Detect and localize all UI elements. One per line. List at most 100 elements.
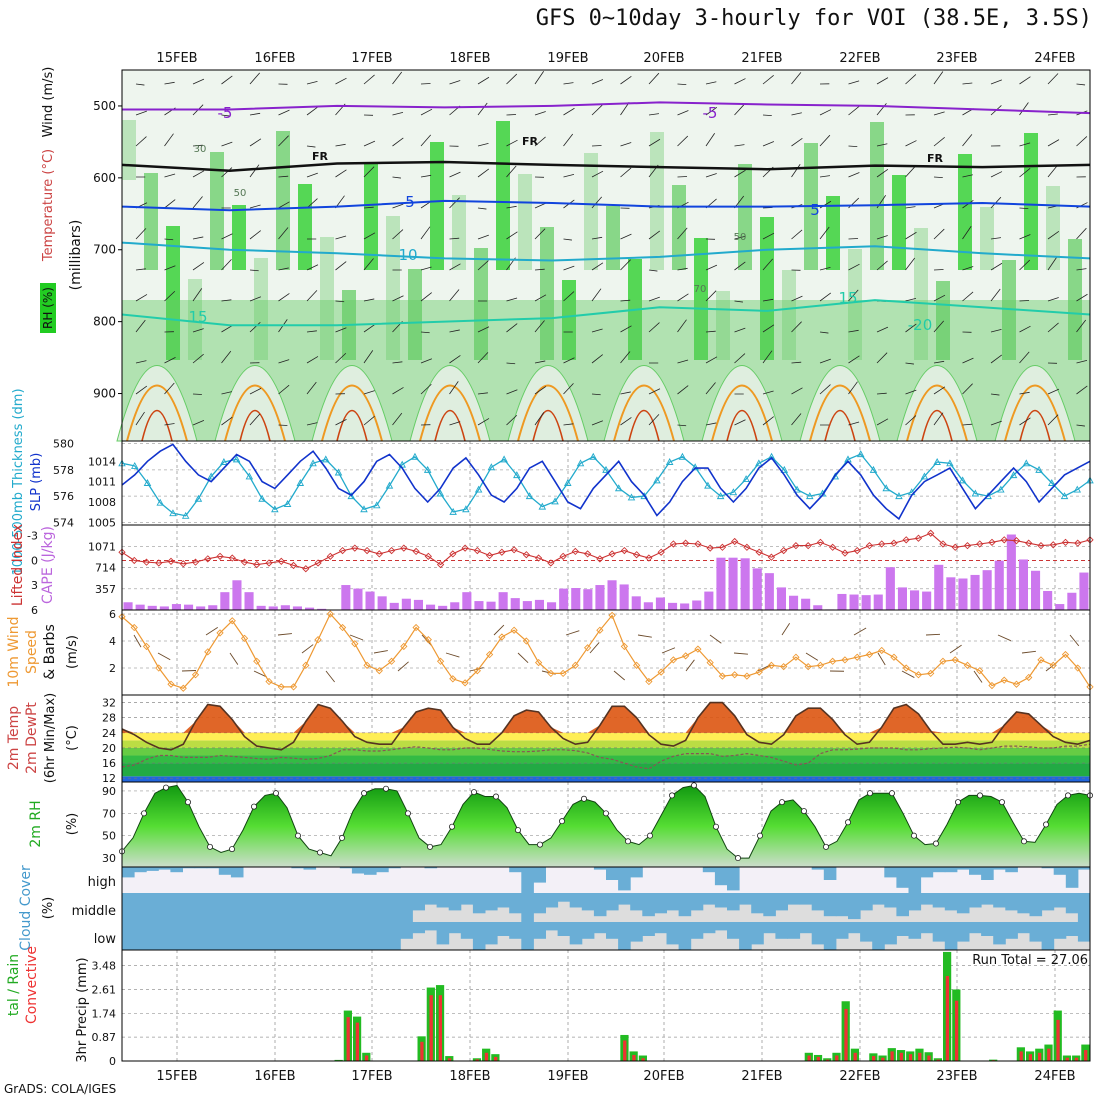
x-label-top: 24FEB <box>1034 51 1075 66</box>
axis-label-temp-c: (6hr Min/Max) <box>43 693 58 783</box>
cloud-cover-middle <box>303 893 317 922</box>
wind-barb <box>990 420 1002 426</box>
wind-barb <box>534 320 545 333</box>
rh-shade <box>672 185 686 270</box>
wind-barb <box>705 330 716 333</box>
cape-bar <box>958 578 968 610</box>
cloud-cover-low <box>243 922 256 950</box>
boundary-layer-plume <box>214 365 296 442</box>
rh-shade <box>210 152 224 270</box>
wind-barb <box>589 642 600 654</box>
cape-bar <box>256 605 266 610</box>
isotherm-30 <box>726 409 758 442</box>
li-marker <box>767 553 776 561</box>
cape-bar <box>595 585 605 610</box>
wind-barb <box>477 352 489 364</box>
wind-barb <box>420 383 432 395</box>
cloud-cover-low <box>799 922 813 934</box>
temp-tick-label: 28 <box>102 712 116 725</box>
wind-barb <box>620 351 631 364</box>
cloud-cover-high <box>956 867 970 870</box>
wind-marker <box>682 652 690 660</box>
precip-convective-bar <box>438 995 443 1061</box>
page-title: GFS 0~10day 3-hourly for VOI (38.5E, 3.5… <box>535 6 1092 31</box>
wind-barb <box>1019 207 1029 210</box>
wind-marker <box>216 629 224 637</box>
li-marker <box>387 546 396 555</box>
cape-bar <box>849 594 859 610</box>
thickness-marker <box>372 501 381 509</box>
precip-convective-bar <box>494 1056 498 1061</box>
li-marker <box>645 554 653 562</box>
li-marker <box>534 554 543 562</box>
wind-barb <box>705 106 718 116</box>
wind-barb <box>249 138 262 147</box>
wind-barb <box>905 389 917 395</box>
rh-shade <box>562 280 576 360</box>
thickness-marker <box>347 492 356 500</box>
li-marker <box>669 540 678 548</box>
cloud-cover-middle <box>533 893 546 914</box>
wind-barb <box>591 104 603 116</box>
boundary-layer-plume <box>507 365 589 442</box>
thickness-marker <box>576 459 585 467</box>
wind-barb <box>819 175 831 178</box>
wind-barb <box>221 391 232 395</box>
rh-marker <box>360 790 367 797</box>
precip-convective-bar <box>1056 1019 1060 1061</box>
li-marker <box>253 560 261 569</box>
cloud-cover-high <box>630 867 643 878</box>
cloud-cover-middle <box>981 893 994 905</box>
precip-tick-label: 0 <box>109 1055 116 1068</box>
precip-convective-bar <box>420 1041 424 1061</box>
y-tick-label: 500 <box>93 99 116 113</box>
wind-barb <box>648 230 661 240</box>
wind-marker <box>387 657 396 665</box>
precip-convective-bar <box>429 995 433 1061</box>
wind-barb <box>848 355 860 364</box>
wind-marker <box>510 626 518 634</box>
cloud-cover-low <box>775 922 788 939</box>
wind-barb <box>306 356 319 364</box>
wind-barb <box>157 652 171 661</box>
cloud-cover-middle <box>690 893 704 911</box>
li-marker <box>142 558 151 566</box>
wind-barb <box>1076 319 1087 333</box>
li-marker <box>155 559 163 567</box>
wind-barb <box>221 114 230 117</box>
cloud-cover-low <box>436 922 450 945</box>
wind-barb <box>791 229 803 240</box>
rh-shade <box>650 132 664 270</box>
wind-marker <box>853 653 861 661</box>
rh-marker <box>581 795 588 802</box>
wind-barb <box>164 173 176 178</box>
rh-contour-label: 70 <box>694 284 707 295</box>
cloud-cover-high <box>944 867 958 873</box>
rh-marker <box>1043 821 1050 828</box>
precip-convective-bar <box>807 1055 811 1061</box>
thickness-marker <box>487 463 496 471</box>
wind-barb <box>133 634 142 648</box>
wind-barb <box>392 176 401 179</box>
cloud-cover-low <box>303 922 317 950</box>
cloud-cover-low <box>279 922 292 950</box>
wind-barb <box>449 237 460 240</box>
thickness-marker <box>958 476 967 484</box>
cloud-cover-high <box>291 867 304 869</box>
li-marker <box>167 557 175 565</box>
rh-shade <box>188 279 202 360</box>
precip-tick-label: 0.87 <box>92 1031 117 1044</box>
wind-marker <box>167 680 175 688</box>
rh-shade <box>870 122 884 270</box>
precip-convective-bar <box>908 1054 913 1061</box>
cape-bar <box>413 599 423 610</box>
axis-label-wind-b: Speed <box>24 630 40 674</box>
wind-marker <box>608 611 616 620</box>
cloud-cover-high <box>388 867 401 869</box>
wind-marker <box>302 661 310 669</box>
wind-barb <box>363 206 374 209</box>
wind-barb <box>229 652 239 665</box>
x-label-top: 19FEB <box>547 51 588 66</box>
cloud-cover-low <box>932 922 946 942</box>
